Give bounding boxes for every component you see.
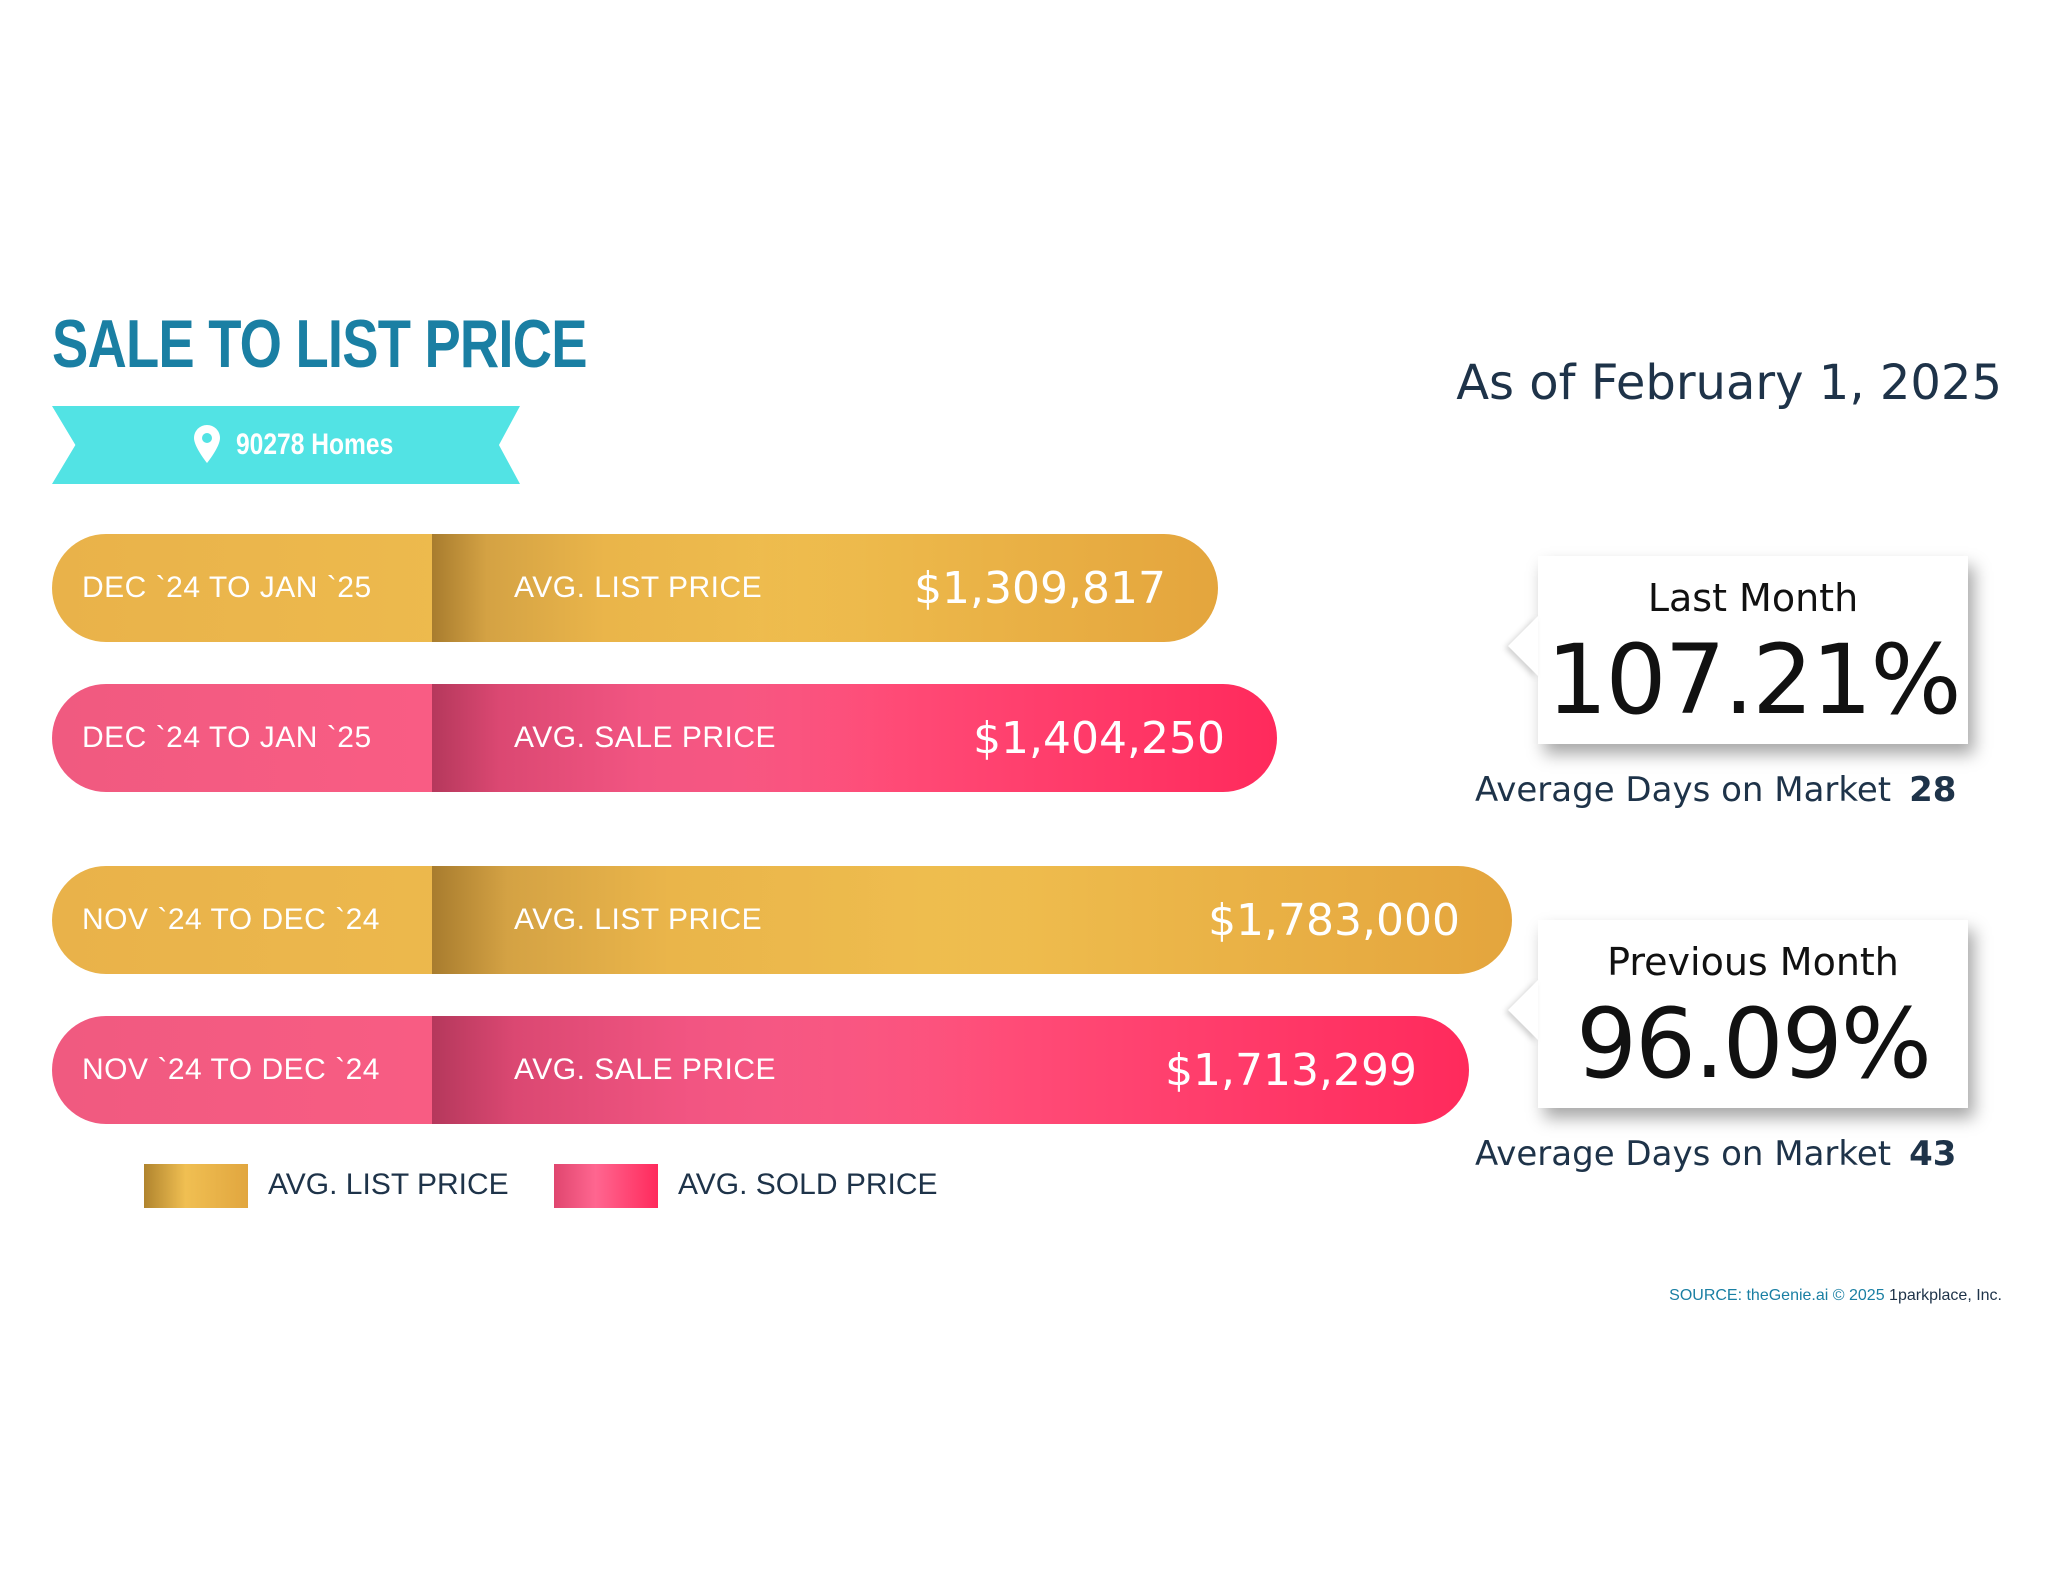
legend-swatch-list xyxy=(144,1164,248,1208)
callout-value: 96.09% xyxy=(1575,988,1932,1100)
bar-period: NOV `24 TO DEC `24 xyxy=(82,1053,380,1086)
bar-list-dec-jan: DEC `24 TO JAN `25 AVG. LIST PRICE $1,30… xyxy=(52,534,1218,642)
source-prefix: SOURCE: theGenie.ai © 2025 xyxy=(1669,1287,1890,1304)
bar-period: DEC `24 TO JAN `25 xyxy=(82,721,372,754)
dom-label: Average Days on Market xyxy=(1475,770,1892,810)
bar-value: $1,713,299 xyxy=(1165,1044,1417,1096)
bar-value: $1,404,250 xyxy=(973,712,1225,764)
last-month-callout: Last Month 107.21% xyxy=(1508,556,1968,744)
callout-title: Last Month xyxy=(1647,576,1859,620)
bar-list-nov-dec: NOV `24 TO DEC `24 AVG. LIST PRICE $1,78… xyxy=(52,866,1512,974)
bar-value: $1,783,000 xyxy=(1208,894,1460,946)
bar-period: DEC `24 TO JAN `25 xyxy=(82,571,372,604)
bar-sale-nov-dec: NOV `24 TO DEC `24 AVG. SALE PRICE $1,71… xyxy=(52,1016,1469,1124)
days-on-market-last: Average Days on Market 28 xyxy=(1475,770,1956,810)
bar-label: AVG. LIST PRICE xyxy=(514,571,763,604)
as-of-date: As of February 1, 2025 xyxy=(1456,355,2002,411)
dom-label: Average Days on Market xyxy=(1475,1134,1892,1174)
callout-value: 107.21% xyxy=(1546,624,1961,736)
location-label: 90278 Homes xyxy=(236,428,394,461)
dom-value: 28 xyxy=(1909,770,1957,810)
bar-period: NOV `24 TO DEC `24 xyxy=(82,903,380,936)
days-on-market-previous: Average Days on Market 43 xyxy=(1475,1134,1956,1174)
page-title: SALE TO LIST PRICE xyxy=(52,306,588,382)
bar-label: AVG. SALE PRICE xyxy=(514,721,777,754)
location-pin-icon xyxy=(194,425,220,463)
previous-month-callout: Previous Month 96.09% xyxy=(1508,920,1968,1108)
bar-sale-dec-jan: DEC `24 TO JAN `25 AVG. SALE PRICE $1,40… xyxy=(52,684,1277,792)
location-ribbon: 90278 Homes xyxy=(52,406,520,484)
source-company: 1parkplace, Inc. xyxy=(1889,1287,2002,1304)
dom-value: 43 xyxy=(1909,1134,1957,1174)
source-note: SOURCE: theGenie.ai © 2025 1parkplace, I… xyxy=(1669,1287,2002,1305)
legend-swatch-sold xyxy=(554,1164,658,1208)
legend-label-list: AVG. LIST PRICE xyxy=(268,1168,509,1201)
bar-label: AVG. LIST PRICE xyxy=(514,903,763,936)
legend-label-sold: AVG. SOLD PRICE xyxy=(678,1168,938,1201)
callout-title: Previous Month xyxy=(1607,940,1899,984)
bar-value: $1,309,817 xyxy=(914,562,1166,614)
bar-label: AVG. SALE PRICE xyxy=(514,1053,777,1086)
